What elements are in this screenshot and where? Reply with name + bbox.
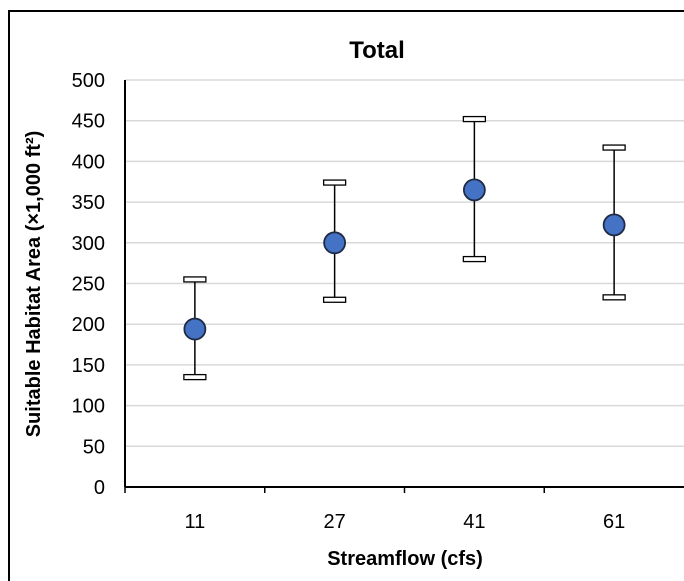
y-tick-label: 300 [72,233,105,255]
y-tick-label: 50 [83,436,105,458]
axes [124,80,684,493]
error-bar-cap-high [602,144,626,151]
x-axis-label: Streamflow (cfs) [327,548,483,570]
error-bar-cap-low [462,255,487,263]
y-tick-label: 450 [72,111,105,133]
x-tick-label: 61 [603,511,625,533]
x-tick-labels: 11 27 41 61 [184,511,625,533]
y-tick-label: 150 [72,355,105,377]
y-tick-label: 100 [72,396,105,418]
data-point [462,178,486,202]
y-axis-label: Suitable Habitat Area (×1,000 ft²) [23,131,45,438]
x-tick-label: 41 [463,511,485,533]
y-tick-label: 350 [72,192,105,214]
gridlines [125,79,684,448]
error-bar-cap-high [462,115,487,123]
chart-frame [8,10,684,581]
chart-title: Total [349,37,405,64]
error-bar-cap-high [322,179,347,186]
y-tick-label: 200 [72,314,105,336]
x-tick-label: 11 [184,511,205,533]
error-bar-cap-low [322,296,347,303]
y-tick-label: 400 [72,151,105,173]
y-tick-label: 0 [94,477,105,499]
error-bars [183,115,626,381]
data-point [323,231,347,255]
error-bar-cap-high [183,276,207,283]
data-point [183,317,207,341]
y-tick-label: 500 [72,70,105,92]
data-point [602,213,626,237]
y-tick-labels: 0 50 100 150 200 250 300 350 400 450 500 [72,70,105,499]
error-bar-cap-low [183,373,207,381]
data-points [183,178,626,341]
y-tick-label: 250 [72,274,105,296]
x-tick-label: 27 [324,511,346,533]
error-bar-cap-low [602,294,626,301]
